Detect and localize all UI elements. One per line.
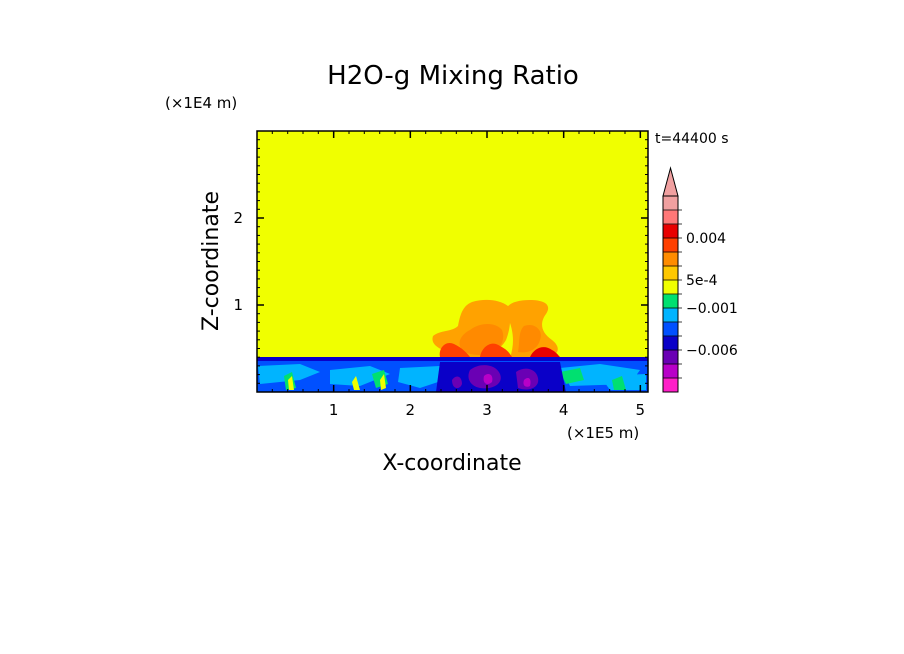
x-tick-label: 5 xyxy=(636,401,646,419)
plume-red-right xyxy=(530,347,560,357)
purple-eddies xyxy=(452,365,539,390)
colorbar-label: 0.004 xyxy=(686,231,726,247)
colorbar-band xyxy=(663,210,678,225)
y-tick-label: 2 xyxy=(233,209,243,227)
colorbar-band xyxy=(663,350,678,365)
time-label: t=44400 s xyxy=(655,131,729,147)
colorbar-band xyxy=(663,280,678,295)
colorbar-band xyxy=(663,224,678,239)
colorbar-band xyxy=(663,252,678,267)
x-tick-label: 2 xyxy=(406,401,416,419)
colorbar-band xyxy=(663,196,678,211)
boundary-layer-top-edge xyxy=(257,357,648,361)
colorbar-band xyxy=(663,322,678,337)
magenta-specks xyxy=(483,374,531,387)
plume-right-core xyxy=(518,324,541,353)
plume-red-left xyxy=(439,342,470,357)
axis-ticks: 1 2 3 4 5 1 2 xyxy=(233,131,648,419)
x-tick-label: 4 xyxy=(559,401,569,419)
y-unit-label: (×1E4 m) xyxy=(165,94,237,112)
colorbar-band xyxy=(663,238,678,253)
colorbar-label: −0.006 xyxy=(686,343,738,359)
colorbar-band xyxy=(663,364,678,379)
colorbar-labels: 0.004 5e-4 −0.001 −0.006 xyxy=(686,231,738,359)
colorbar-label: 5e-4 xyxy=(686,273,718,289)
colorbar xyxy=(662,166,682,393)
colorbar-label: −0.001 xyxy=(686,301,738,317)
x-tick-label: 1 xyxy=(329,401,339,419)
x-unit-label: (×1E5 m) xyxy=(567,424,639,442)
colorbar-band xyxy=(663,294,678,309)
colorbar-band xyxy=(663,378,678,393)
y-tick-label: 1 xyxy=(233,296,243,314)
colorbar-band xyxy=(663,266,678,281)
colorbar-band xyxy=(663,336,678,351)
plume-red-mid xyxy=(480,343,512,357)
x-tick-label: 3 xyxy=(482,401,492,419)
plot-area xyxy=(257,131,648,392)
colorbar-band xyxy=(663,308,678,323)
y-axis-label: Z-coordinate xyxy=(199,191,224,331)
colorbar-extend-arrow xyxy=(662,166,679,197)
x-axis-label: X-coordinate xyxy=(382,451,521,476)
chart-title: H2O-g Mixing Ratio xyxy=(327,61,579,91)
